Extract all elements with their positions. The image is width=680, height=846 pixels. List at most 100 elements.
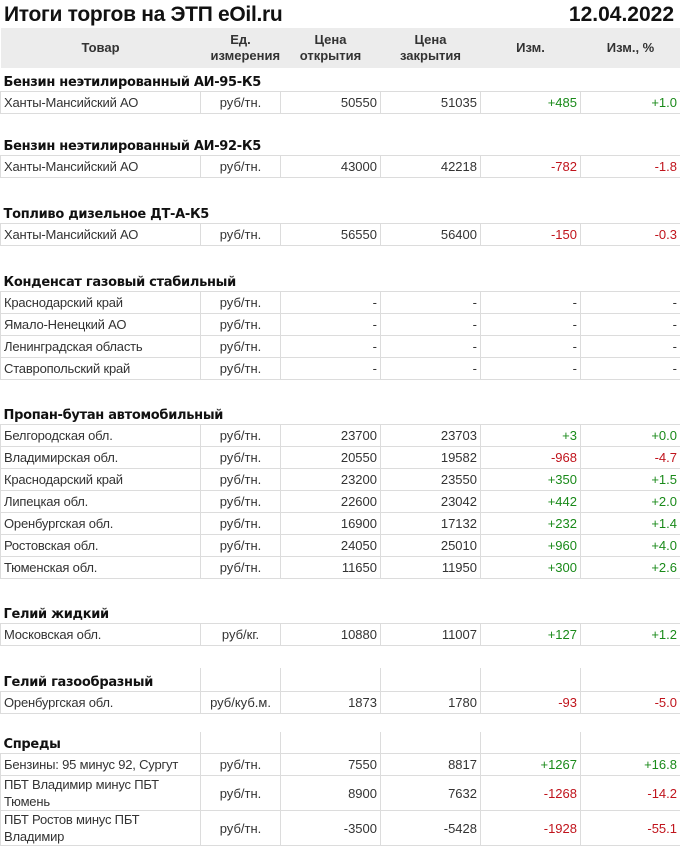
spacer: [1, 114, 680, 135]
spacer-row: [1, 178, 680, 203]
product-region: Тюменская обл.: [1, 557, 201, 579]
close-price: 51035: [381, 92, 481, 114]
section-header: Бензин неэтилированный АИ-92-К5: [1, 134, 680, 156]
section-filler: [481, 732, 581, 754]
section-filler: [381, 134, 481, 156]
open-price: 10880: [281, 624, 381, 646]
unit: руб/кг.: [201, 624, 281, 646]
report-date: 12.04.2022: [569, 3, 674, 27]
close-price: 23550: [381, 469, 481, 491]
section-filler: [581, 579, 680, 624]
price-change-pct: +1.2: [581, 624, 680, 646]
close-price: 23703: [381, 425, 481, 447]
price-change-pct: +4.0: [581, 535, 680, 557]
spacer-row: [1, 714, 680, 733]
product-region: Ямало-Ненецкий АО: [1, 314, 201, 336]
price-change: -: [481, 358, 581, 380]
section-filler: [381, 732, 481, 754]
price-change: -: [481, 314, 581, 336]
price-change-pct: +2.0: [581, 491, 680, 513]
section-header: Бензин неэтилированный АИ-95-К5: [1, 69, 680, 92]
price-change: +350: [481, 469, 581, 491]
unit: руб/тн.: [201, 224, 281, 246]
product-region: Ленинградская область: [1, 336, 201, 358]
section-filler: [481, 579, 581, 624]
unit: руб/тн.: [201, 314, 281, 336]
close-price: -: [381, 314, 481, 336]
close-price: 25010: [381, 535, 481, 557]
unit: руб/тн.: [201, 776, 281, 811]
open-price: -: [281, 358, 381, 380]
close-price: 23042: [381, 491, 481, 513]
unit: руб/тн.: [201, 336, 281, 358]
section-title: Пропан-бутан автомобильный: [1, 402, 201, 425]
product-region: Ставропольский край: [1, 358, 201, 380]
open-price: -: [281, 336, 381, 358]
section-filler: [481, 402, 581, 425]
open-price: 16900: [281, 513, 381, 535]
section-filler: [201, 732, 281, 754]
open-price: 56550: [281, 224, 381, 246]
product-region: Белгородская обл.: [1, 425, 201, 447]
close-price: 56400: [381, 224, 481, 246]
close-price: 1780: [381, 692, 481, 714]
section-filler: [381, 202, 481, 224]
open-price: 50550: [281, 92, 381, 114]
section-header: Спреды: [1, 732, 680, 754]
open-price: 8900: [281, 776, 381, 811]
unit: руб/тн.: [201, 557, 281, 579]
product-region: Краснодарский край: [1, 469, 201, 491]
section-filler: [481, 134, 581, 156]
close-price: -5428: [381, 811, 481, 846]
open-price: 11650: [281, 557, 381, 579]
product-region: Бензины: 95 минус 92, Сургут: [1, 754, 201, 776]
col-header-unit: Ед. измерения: [201, 28, 281, 69]
close-price: -: [381, 292, 481, 314]
product-region: Ханты-Мансийский АО: [1, 92, 201, 114]
open-price: 23700: [281, 425, 381, 447]
section-header: Конденсат газовый стабильный: [1, 268, 680, 292]
spacer-row: [1, 380, 680, 403]
section-filler: [281, 69, 381, 92]
product-region: Оренбургская обл.: [1, 513, 201, 535]
open-price: 23200: [281, 469, 381, 491]
spacer: [1, 246, 680, 269]
section-filler: [481, 268, 581, 292]
col-header-change-pct: Изм., %: [581, 28, 680, 69]
unit: руб/тн.: [201, 358, 281, 380]
section-filler: [481, 668, 581, 692]
spacer-row: [1, 114, 680, 135]
unit: руб/тн.: [201, 513, 281, 535]
unit: руб/тн.: [201, 811, 281, 846]
price-change: +960: [481, 535, 581, 557]
price-change: -: [481, 336, 581, 358]
section-filler: [581, 668, 680, 692]
price-change: -93: [481, 692, 581, 714]
section-title: Конденсат газовый стабильный: [1, 268, 201, 292]
unit: руб/тн.: [201, 469, 281, 491]
section-filler: [481, 202, 581, 224]
section-filler: [581, 202, 680, 224]
price-change-pct: -: [581, 314, 680, 336]
report-title: Итоги торгов на ЭТП eOil.ru: [4, 3, 282, 27]
price-change-pct: +1.5: [581, 469, 680, 491]
section-title: Спреды: [1, 732, 201, 754]
section-filler: [281, 134, 381, 156]
section-filler: [281, 732, 381, 754]
product-region: Владимирская обл.: [1, 447, 201, 469]
product-region: Краснодарский край: [1, 292, 201, 314]
section-filler: [281, 268, 381, 292]
price-change: -782: [481, 156, 581, 178]
